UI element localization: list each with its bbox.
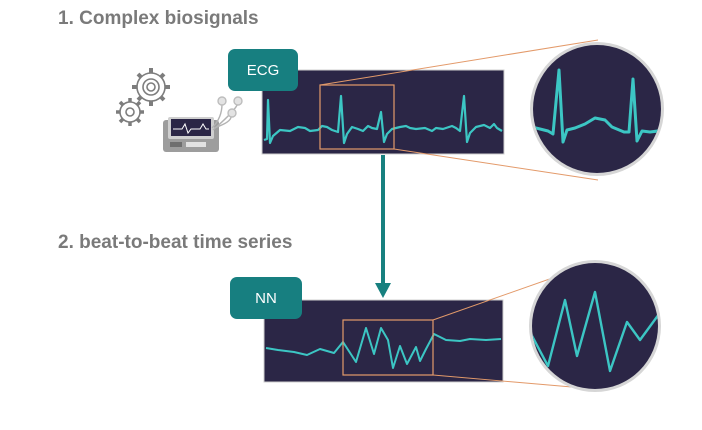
gears-icon [116,68,170,126]
ecg-monitor-icon [163,117,219,152]
electrodes-icon [211,96,243,131]
ecg-tag: ECG [228,49,298,91]
section-2-heading: 2. beat-to-beat time series [58,232,293,253]
ecg-magnifier [530,42,664,176]
ecg-signal [263,94,503,145]
nn-zoom-window [342,319,434,376]
nn-tag: NN [230,277,302,319]
ecg-zoom-line-top [319,39,599,86]
nn-magnifier [529,260,661,392]
section-1-heading: 1. Complex biosignals [58,8,259,29]
nn-panel [263,299,504,383]
ecg-zoom-line-bottom [393,148,599,181]
ecg-panel [261,69,505,155]
nn-signal [265,327,502,369]
down-arrow-icon [375,155,391,298]
ecg-zoom-window [319,84,395,150]
nn-zoom-line-bottom [432,374,596,390]
